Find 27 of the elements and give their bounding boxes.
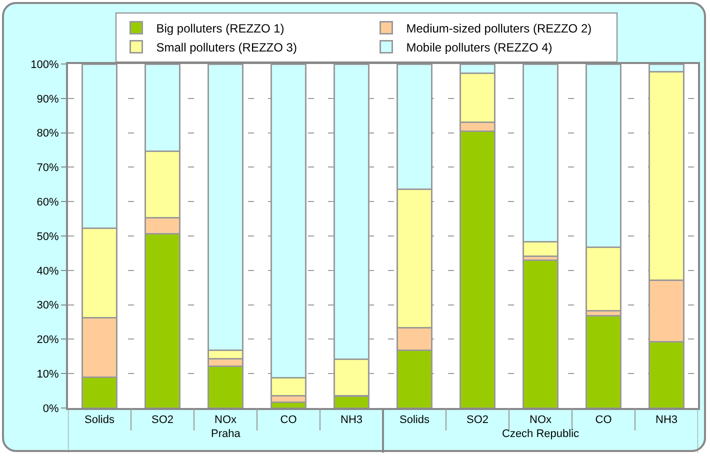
x-tick-label: SO2 — [151, 414, 174, 426]
text: Praha — [211, 428, 242, 440]
x-tick-label: NH3 — [655, 414, 678, 426]
y-tick-label: 80% — [36, 128, 60, 140]
y-tick-label: 50% — [36, 230, 60, 243]
y-tick-label: 60% — [36, 196, 60, 208]
legend-label: Mobile polluters (REZZO 4) — [406, 40, 552, 54]
y-tick-label: 40% — [36, 265, 60, 278]
x-tick-label: CO — [280, 414, 298, 426]
x-tick-label: CO — [595, 414, 612, 426]
x-tick-label: Solids — [84, 414, 115, 426]
y-tick-label: 30% — [36, 300, 60, 312]
legend-label: Small polluters (REZZO 3) — [156, 40, 297, 54]
y-tick-label: 0% — [42, 402, 60, 415]
legend-label: Big polluters (REZZO 1) — [156, 21, 284, 36]
y-tick-label: 20% — [36, 334, 60, 346]
y-tick-label: 100% — [30, 58, 60, 71]
y-tick-label: 90% — [36, 93, 60, 106]
x-tick-label: NOx — [530, 414, 552, 426]
y-tick-label: 70% — [36, 162, 60, 174]
text: Czech Republic — [502, 428, 580, 440]
x-tick-label: Solids — [400, 414, 430, 426]
x-tick-label: SO2 — [466, 414, 489, 426]
x-tick-label: NOx — [214, 414, 237, 426]
x-tick-label: NH3 — [340, 414, 363, 426]
legend-label: Medium-sized polluters (REZZO 2) — [406, 21, 592, 36]
y-tick-label: 10% — [36, 368, 60, 380]
